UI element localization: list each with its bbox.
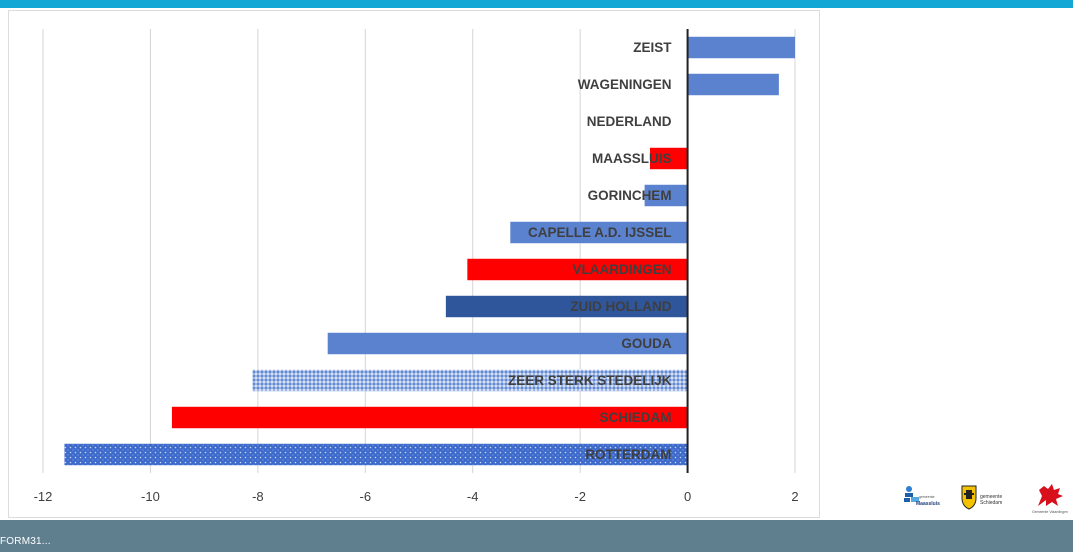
bar-zeist <box>687 36 795 59</box>
category-label: GORINCHEM <box>588 188 672 203</box>
category-label: MAASSLUIS <box>592 151 672 166</box>
bar-schiedam <box>171 406 688 429</box>
vlaardingen-lion-icon <box>1038 484 1063 506</box>
top-accent-bar <box>0 0 1073 8</box>
bar-wageningen <box>687 73 779 96</box>
x-tick-label: -12 <box>34 489 53 504</box>
vlaardingen-logo: Gemeente Vlaardingen <box>1030 482 1070 518</box>
footer-bar <box>0 520 1073 552</box>
bar-maassluis <box>649 147 688 170</box>
category-label: GOUDA <box>621 336 672 351</box>
x-tick-label: -8 <box>252 489 264 504</box>
category-label: VLAARDINGEN <box>573 262 672 277</box>
category-label: ZEIST <box>633 40 672 55</box>
maassluis-logo-icon <box>904 486 919 502</box>
chart-frame: ZEIST WAGENINGEN NEDERLAND MAASSLUIS GORINCH… <box>8 10 820 518</box>
maassluis-logo-small: gemeente <box>919 495 935 499</box>
schiedam-logo-text: gemeente Schiedam <box>980 494 1003 506</box>
category-label: NEDERLAND <box>587 114 672 129</box>
vlaardingen-logo-text: Gemeente Vlaardingen <box>1032 510 1068 514</box>
bar-capelle-a-d-ijssel <box>510 221 688 244</box>
category-label: WAGENINGEN <box>578 77 672 92</box>
bar-gouda <box>327 332 688 355</box>
category-label: ROTTERDAM <box>585 447 671 462</box>
category-label: ZUID HOLLAND <box>570 299 671 314</box>
bar-zeer-sterk-stedelijk <box>252 369 688 392</box>
maassluis-logo: gemeente Maassluis <box>902 483 952 513</box>
bar-vlaardingen <box>467 258 688 281</box>
x-tick-label: -10 <box>141 489 160 504</box>
category-label: ZEER STERK STEDELIJK <box>508 373 672 388</box>
bar-rotterdam <box>64 443 688 466</box>
bar-chart: ZEIST WAGENINGEN NEDERLAND MAASSLUIS GORINCH… <box>34 29 799 504</box>
x-tick-label: 0 <box>684 489 691 504</box>
x-tick-label: -4 <box>467 489 479 504</box>
footer-text: FORM31... <box>0 536 51 547</box>
schiedam-logo: gemeente Schiedam <box>960 484 1020 514</box>
x-tick-label: -2 <box>574 489 586 504</box>
x-tick-label: 2 <box>791 489 798 504</box>
category-label: CAPELLE A.D. IJSSEL <box>528 225 672 240</box>
bar-zuid-holland <box>445 295 688 318</box>
x-tick-label: -6 <box>360 489 372 504</box>
schiedam-shield-icon <box>961 485 977 510</box>
bar-gorinchem <box>644 184 688 207</box>
category-label: SCHIEDAM <box>600 410 672 425</box>
maassluis-logo-text: Maassluis <box>916 501 940 507</box>
